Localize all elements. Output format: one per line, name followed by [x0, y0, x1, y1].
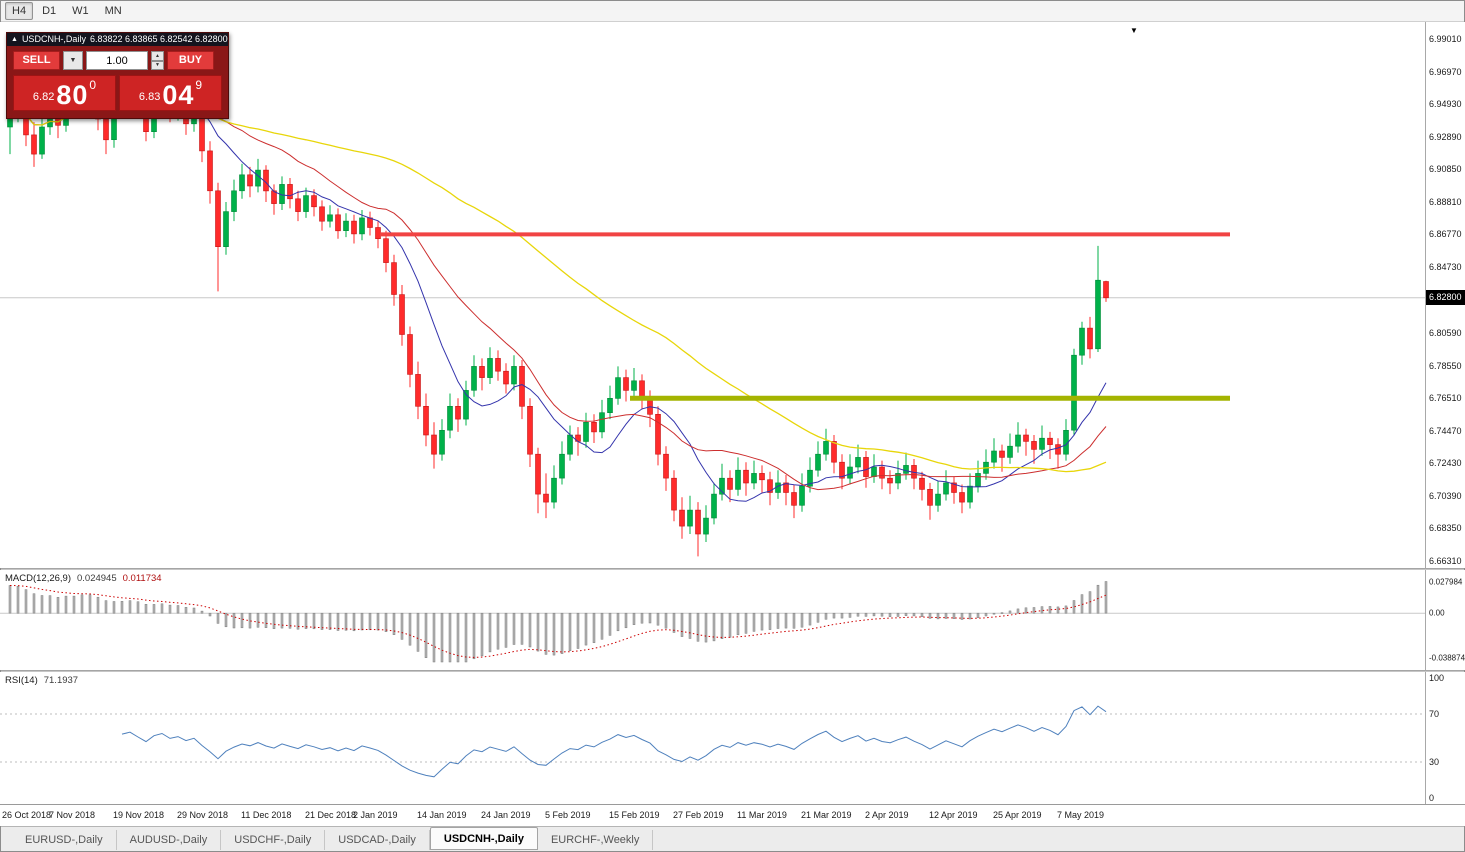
buy-price-main: 04 — [162, 80, 195, 111]
rsi-tick-label: 100 — [1429, 673, 1445, 683]
timeframe-toolbar: H4 D1 W1 MN — [0, 0, 1465, 22]
rsi-label: RSI(14) 71.1937 — [5, 675, 79, 686]
date-tick-label: 29 Nov 2018 — [177, 810, 229, 820]
date-tick-label: 14 Jan 2019 — [417, 810, 467, 820]
volume-decrease-button[interactable]: ▼ — [151, 60, 164, 70]
price-tick-label: 6.68350 — [1429, 523, 1462, 534]
price-tick-label: 6.74470 — [1429, 425, 1462, 436]
sell-price-pip: 0 — [89, 78, 97, 92]
trade-panel-header: ▲ USDCNH-,Daily 6.83822 6.83865 6.82542 … — [7, 33, 228, 46]
volume-input[interactable] — [86, 51, 148, 70]
sell-price-prefix: 6.82 — [32, 91, 55, 103]
chart-symbol-title: USDCNH-,Daily — [21, 34, 86, 44]
date-tick-label: 19 Nov 2018 — [113, 810, 165, 820]
chart-tab-usdcnh-daily[interactable]: USDCNH-,Daily — [429, 827, 538, 850]
sell-price-tile[interactable]: 6.82 80 0 — [13, 75, 116, 111]
date-tick-label: 2 Jan 2019 — [353, 810, 398, 820]
price-tick-label: 6.84730 — [1429, 262, 1462, 272]
date-tick-label: 12 Apr 2019 — [929, 810, 978, 820]
date-tick-label: 21 Dec 2018 — [305, 810, 357, 820]
chart-tab-usdcad-daily[interactable]: USDCAD-,Daily — [325, 829, 430, 850]
date-tick-label: 7 Nov 2018 — [49, 810, 96, 820]
sell-price-main: 80 — [56, 80, 89, 111]
date-tick-label: 21 Mar 2019 — [801, 810, 852, 820]
time-axis[interactable]: 26 Oct 2018 7 Nov 2018 19 Nov 2018 29 Nov 2… — [0, 804, 1465, 826]
date-tick-label: 25 Apr 2019 — [993, 810, 1042, 820]
date-tick-label: 15 Feb 2019 — [609, 810, 660, 820]
buy-button[interactable]: BUY — [167, 51, 214, 70]
price-chart-canvas[interactable]: ▼ ▲ USDCNH-,Daily 6.83822 6.83865 6.8254… — [0, 22, 1425, 568]
price-tick-label: 6.80590 — [1429, 328, 1462, 338]
date-tick-label: 11 Mar 2019 — [737, 810, 787, 820]
rsi-canvas[interactable]: RSI(14) 71.1937 — [0, 672, 1425, 804]
chart-tab-eurchf-weekly[interactable]: EURCHF-,Weekly — [538, 829, 654, 850]
macd-axis-scale[interactable]: 0.027984 0.00 -0.038874 — [1425, 570, 1465, 670]
rsi-tick-label: 30 — [1429, 757, 1440, 767]
macd-tick-label: -0.038874 — [1429, 653, 1465, 663]
date-tick-label: 2 Apr 2019 — [865, 810, 909, 820]
sell-button[interactable]: SELL — [13, 51, 60, 70]
price-tick-label: 6.90850 — [1429, 164, 1462, 175]
macd-panel: MACD(12,26,9) 0.024945 0.011734 0.027984 0.… — [0, 570, 1465, 670]
chart-ohlc-values: 6.83822 6.83865 6.82542 6.82800 — [89, 34, 228, 44]
timeframe-button-d1[interactable]: D1 — [42, 4, 57, 17]
price-tick-label: 6.76510 — [1429, 393, 1462, 404]
volume-stepper: ▲ ▼ — [151, 51, 164, 70]
price-tick-label: 6.66310 — [1429, 556, 1462, 566]
price-tick-label: 6.86770 — [1429, 229, 1462, 240]
date-tick-label: 11 Dec 2018 — [241, 810, 292, 820]
chart-tab-audusd-daily[interactable]: AUDUSD-,Daily — [117, 829, 222, 850]
price-tick-label: 6.72430 — [1429, 458, 1462, 469]
panel-separator[interactable] — [0, 670, 1465, 672]
price-tick-label: 6.88810 — [1429, 196, 1462, 207]
timeframe-button-mn[interactable]: MN — [104, 4, 122, 17]
price-tick-label: 6.94930 — [1429, 99, 1462, 110]
date-tick-label: 26 Oct 2018 — [2, 810, 52, 820]
price-tick-label: 6.96970 — [1429, 66, 1462, 77]
date-tick-label: 7 May 2019 — [1057, 810, 1105, 820]
panel-separator[interactable] — [0, 568, 1465, 570]
rsi-tick-label: 0 — [1429, 793, 1435, 803]
current-price-box: 6.82800 — [1426, 290, 1465, 306]
buy-price-pip: 9 — [195, 78, 203, 92]
price-tick-label: 6.78550 — [1429, 360, 1462, 371]
date-tick-label: 27 Feb 2019 — [673, 810, 724, 820]
timeframe-button-h4[interactable]: H4 — [5, 1, 34, 20]
price-chart-panel: ▼ ▲ USDCNH-,Daily 6.83822 6.83865 6.8254… — [0, 22, 1465, 568]
macd-tick-label: 0.00 — [1429, 608, 1445, 618]
price-tick-label: 6.92890 — [1429, 131, 1462, 142]
macd-label: MACD(12,26,9) 0.024945 0.011734 — [5, 573, 162, 584]
rsi-axis-scale[interactable]: 100 70 30 0 — [1425, 672, 1465, 804]
date-tick-label: 24 Jan 2019 — [481, 810, 531, 820]
macd-tick-label: 0.027984 — [1429, 577, 1463, 587]
one-click-trading-panel: ▲ USDCNH-,Daily 6.83822 6.83865 6.82542 … — [6, 32, 229, 119]
buy-price-prefix: 6.83 — [138, 91, 161, 103]
date-tick-label: 5 Feb 2019 — [545, 810, 591, 820]
rsi-tick-label: 70 — [1429, 709, 1440, 719]
volume-increase-button[interactable]: ▲ — [151, 51, 164, 61]
chart-tab-eurusd-daily[interactable]: EURUSD-,Daily — [12, 829, 117, 850]
buy-price-tile[interactable]: 6.83 04 9 — [119, 75, 222, 111]
rsi-panel: RSI(14) 71.1937 100 70 30 0 — [0, 672, 1465, 804]
macd-canvas[interactable]: MACD(12,26,9) 0.024945 0.011734 — [0, 570, 1425, 670]
timeframe-button-w1[interactable]: W1 — [72, 4, 89, 17]
collapse-panel-icon[interactable]: ▲ — [11, 36, 18, 43]
price-tick-label: 6.70390 — [1429, 490, 1462, 501]
price-tick-label: 6.99010 — [1429, 34, 1462, 44]
volume-type-dropdown[interactable]: ▼ — [63, 51, 83, 70]
price-axis-scale[interactable]: 6.82800 6.99010 6.96970 6.94930 6.92890 6.90… — [1425, 22, 1465, 568]
chart-tab-usdchf-daily[interactable]: USDCHF-,Daily — [221, 829, 326, 850]
chart-tab-bar: EURUSD-,Daily AUDUSD-,Daily USDCHF-,Daily U… — [0, 826, 1465, 852]
chart-shift-marker-icon[interactable]: ▼ — [1130, 26, 1138, 35]
